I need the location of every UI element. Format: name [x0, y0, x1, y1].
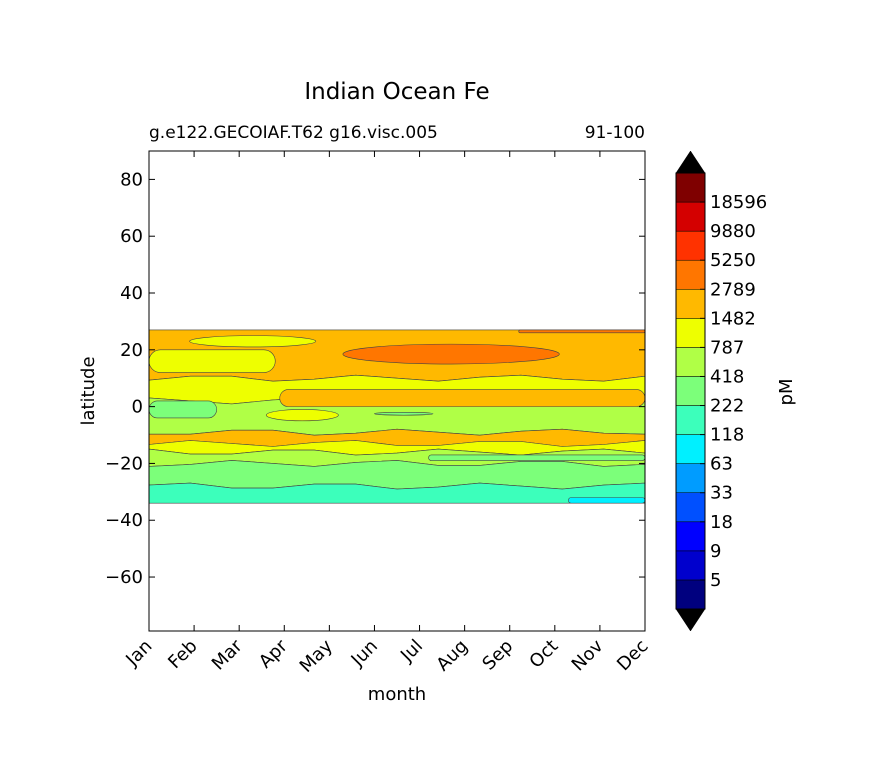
x-tick-label: Feb: [164, 636, 201, 673]
contour-feature: [374, 412, 434, 416]
contour-feature: [342, 343, 560, 365]
contour-band: [148, 460, 646, 490]
contour-feature: [428, 454, 646, 461]
contour-feature: [148, 400, 217, 419]
y-tick-label: 80: [120, 169, 143, 190]
y-tick-label: −20: [105, 453, 143, 474]
colorbar-segment: [675, 347, 706, 377]
colorbar-tick-label: 18: [710, 512, 733, 533]
plot-frame: [148, 150, 646, 632]
x-tick-label: Dec: [613, 636, 652, 675]
contour-feature: [148, 349, 276, 373]
colorbar-tick-label: 1482: [710, 308, 756, 329]
x-axis-label: month: [368, 684, 426, 705]
colorbar-segment: [675, 172, 706, 203]
contour-feature: [518, 329, 646, 334]
y-tick-label: 40: [120, 283, 143, 304]
colorbar-tick-label: 118: [710, 425, 744, 446]
x-tick-label: Apr: [255, 635, 292, 672]
colorbar-segment: [675, 318, 706, 348]
x-tick-label: Mar: [208, 635, 247, 674]
y-tick-label: 60: [120, 226, 143, 247]
y-tick-label: 20: [120, 340, 143, 361]
colorbar-segment: [675, 434, 706, 464]
x-tick-label: Jan: [121, 636, 156, 671]
colorbar-tick-label: 5: [710, 570, 721, 591]
colorbar-segment: [675, 201, 706, 232]
y-tick-label: −40: [105, 510, 143, 531]
colorbar-tick-label: 18596: [710, 192, 767, 213]
colorbar-tick-label: 9880: [710, 221, 756, 242]
colorbar-tick-label: 787: [710, 337, 744, 358]
contour-feature: [265, 409, 339, 422]
colorbar-extend-min: [675, 608, 706, 632]
chart-subtitle-right: 91-100: [585, 123, 645, 143]
colorbar-segment: [675, 550, 706, 581]
x-tick-label: Jun: [347, 636, 382, 671]
y-tick-label: −60: [105, 567, 143, 588]
colorbar-segment: [675, 521, 706, 552]
colorbar-segment: [675, 230, 706, 261]
colorbar-extend-max: [675, 150, 706, 174]
colorbar-segment: [675, 259, 706, 290]
colorbar-tick-label: 2789: [710, 279, 756, 300]
chart-title: Indian Ocean Fe: [304, 79, 489, 105]
y-axis-label: latitude: [78, 356, 99, 425]
contour-feature: [189, 335, 317, 348]
colorbar-segment: [675, 376, 706, 406]
colorbar-tick-label: 63: [710, 454, 733, 475]
colorbar-segment: [675, 289, 706, 319]
colorbar-tick-label: 9: [710, 541, 721, 562]
x-tick-label: Sep: [478, 636, 517, 675]
contour-feature: [568, 497, 646, 504]
colorbar-segment: [675, 405, 706, 435]
colorbar-segment: [675, 463, 706, 493]
colorbar-tick-label: 33: [710, 483, 733, 504]
colorbar-label: pM: [776, 379, 797, 406]
y-tick-label: 0: [132, 397, 143, 418]
colorbar: 5 9 18 33 63 118 222 418 787 1482 2789 5250 9880 1859…: [675, 150, 767, 632]
colorbar-frame: [675, 172, 706, 610]
chart-subtitle-left: g.e122.GECOIAF.T62 g16.visc.005: [149, 123, 438, 143]
x-tick-label: May: [296, 635, 337, 676]
x-tick-label: Oct: [525, 636, 562, 673]
x-tick-label: Nov: [568, 635, 608, 675]
plot-area: [148, 151, 646, 631]
colorbar-tick-label: 222: [710, 396, 744, 417]
colorbar-segment: [675, 579, 706, 610]
colorbar-segment: [675, 492, 706, 523]
colorbar-tick-label: 418: [710, 366, 744, 387]
colorbar-tick-label: 5250: [710, 250, 756, 271]
x-tick-label: Aug: [432, 636, 472, 676]
contour-feature: [279, 389, 646, 407]
x-tick-label: Jul: [396, 636, 427, 667]
